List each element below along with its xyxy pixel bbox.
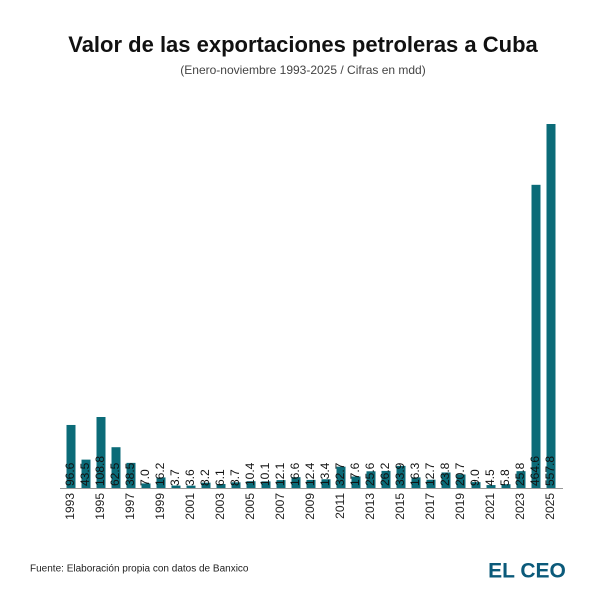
brand-logo: EL CEO bbox=[488, 560, 566, 583]
value-label: 16.3 bbox=[408, 462, 422, 486]
value-label: 464.6 bbox=[528, 456, 542, 486]
bar bbox=[366, 471, 376, 488]
value-label: 4.5 bbox=[483, 469, 497, 486]
chart-title: Valor de las exportaciones petroleras a … bbox=[68, 32, 538, 57]
value-label: 7.0 bbox=[138, 469, 152, 486]
x-tick-label: 2001 bbox=[183, 493, 197, 520]
bar bbox=[381, 470, 391, 488]
bar bbox=[546, 124, 556, 488]
bar bbox=[336, 466, 346, 488]
bar bbox=[216, 484, 226, 488]
bar bbox=[141, 483, 151, 488]
bar bbox=[426, 479, 436, 488]
value-label: 10.1 bbox=[258, 462, 272, 486]
value-label: 8.7 bbox=[228, 469, 242, 486]
bar bbox=[276, 480, 286, 488]
bar bbox=[501, 484, 511, 488]
x-tick-label: 2015 bbox=[393, 493, 407, 520]
bar bbox=[456, 474, 466, 488]
bar bbox=[291, 477, 301, 488]
bar bbox=[126, 462, 136, 488]
bar bbox=[351, 476, 361, 488]
bar bbox=[201, 482, 211, 488]
x-tick-label: 2009 bbox=[303, 493, 317, 520]
value-label: 17.6 bbox=[348, 462, 362, 486]
x-tick-label: 2023 bbox=[513, 493, 527, 520]
value-label: 5.8 bbox=[498, 469, 512, 486]
bar bbox=[261, 481, 271, 488]
bar bbox=[486, 485, 496, 488]
x-tick-label: 2021 bbox=[483, 493, 497, 520]
bar bbox=[471, 482, 481, 488]
bar bbox=[306, 479, 316, 488]
bar bbox=[186, 485, 196, 488]
bar bbox=[96, 417, 106, 488]
bar bbox=[516, 471, 526, 488]
bar bbox=[156, 477, 166, 488]
value-label: 12.4 bbox=[303, 462, 317, 486]
value-label: 108.8 bbox=[93, 456, 107, 486]
x-tick-label: 2019 bbox=[453, 493, 467, 520]
value-label: 9.0 bbox=[468, 469, 482, 486]
bar bbox=[231, 482, 241, 488]
bar bbox=[321, 479, 331, 488]
chart-subtitle: (Enero-noviembre 1993-2025 / Cifras en m… bbox=[180, 63, 425, 77]
value-label: 10.4 bbox=[243, 462, 257, 486]
value-label: 62.5 bbox=[108, 462, 122, 486]
x-tick-label: 1999 bbox=[153, 493, 167, 520]
value-label: 25.8 bbox=[513, 462, 527, 486]
value-label: 12.1 bbox=[273, 462, 287, 486]
bar bbox=[111, 447, 121, 488]
value-label: 557.8 bbox=[543, 456, 557, 486]
x-tick-label: 2003 bbox=[213, 493, 227, 520]
value-label: 16.2 bbox=[153, 462, 167, 486]
x-tick-label: 2011 bbox=[333, 493, 347, 519]
value-label: 3.6 bbox=[183, 469, 197, 486]
value-label: 43.5 bbox=[78, 462, 92, 486]
value-label: 12.7 bbox=[423, 462, 437, 486]
value-label: 32.7 bbox=[333, 462, 347, 486]
bar bbox=[411, 477, 421, 488]
x-tick-label: 2017 bbox=[423, 493, 437, 520]
value-label: 3.7 bbox=[168, 469, 182, 486]
bar bbox=[396, 465, 406, 488]
value-label: 13.4 bbox=[318, 462, 332, 486]
x-tick-label: 1993 bbox=[63, 493, 77, 520]
value-label: 6.1 bbox=[213, 469, 227, 486]
bar bbox=[441, 472, 451, 488]
x-tick-label: 2007 bbox=[273, 493, 287, 520]
value-label: 33.9 bbox=[393, 462, 407, 486]
value-label: 23.8 bbox=[438, 462, 452, 486]
source-note: Fuente: Elaboración propia con datos de … bbox=[30, 564, 249, 575]
x-tick-label: 2005 bbox=[243, 493, 257, 520]
value-label: 16.6 bbox=[288, 462, 302, 486]
bar bbox=[171, 485, 181, 488]
value-label: 96.6 bbox=[63, 462, 77, 486]
bar bbox=[81, 459, 91, 488]
value-label: 38.5 bbox=[123, 462, 137, 486]
value-label: 25.6 bbox=[363, 462, 377, 486]
bar bbox=[531, 184, 541, 489]
x-tick-label: 2013 bbox=[363, 493, 377, 520]
x-tick-label: 1997 bbox=[123, 493, 137, 520]
bar bbox=[66, 424, 76, 488]
value-label: 8.2 bbox=[198, 469, 212, 486]
value-label: 26.2 bbox=[378, 462, 392, 486]
bar bbox=[246, 481, 256, 488]
value-label: 20.7 bbox=[453, 462, 467, 486]
x-tick-label: 1995 bbox=[93, 493, 107, 520]
x-tick-label: 2025 bbox=[543, 493, 557, 520]
